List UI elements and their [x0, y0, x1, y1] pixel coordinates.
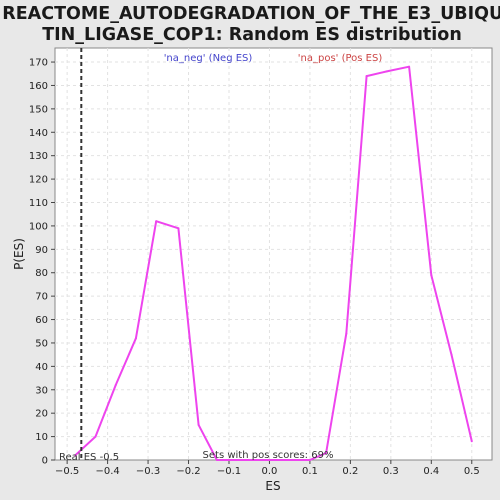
data-point	[470, 440, 473, 443]
data-point	[430, 274, 433, 277]
y-tick-label: 130	[29, 151, 48, 162]
y-tick-label: 90	[35, 245, 48, 256]
axes: 0 10 20 30 40 50 60 70 80 90 100 110 120 130 140 150 160…	[29, 58, 480, 477]
data-point	[177, 227, 180, 230]
data-point	[276, 459, 279, 461]
y-axis-label: P(ES)	[12, 238, 26, 270]
x-tick-label: 0.1	[302, 466, 318, 477]
y-tick-label: 50	[35, 338, 48, 349]
legend: 'na_neg' (Neg ES) 'na_pos' (Pos ES)	[164, 53, 383, 64]
data-point	[308, 459, 311, 461]
plot-area	[54, 47, 493, 461]
y-tick-label: 30	[35, 385, 48, 396]
y-tick-label: 0	[42, 456, 48, 467]
data-point	[155, 220, 158, 223]
pos-scores-annotation: Sets with pos scores: 69%	[203, 450, 334, 461]
y-tick-label: 70	[35, 292, 48, 303]
data-point	[94, 435, 97, 438]
x-tick-label: −0.2	[176, 466, 200, 477]
y-tick-label: 120	[29, 175, 48, 186]
data-point	[408, 65, 411, 68]
data-point	[134, 337, 137, 340]
x-tick-label: −0.1	[217, 466, 241, 477]
data-point	[215, 459, 218, 461]
y-tick-label: 110	[29, 198, 48, 209]
y-tick-label: 160	[29, 81, 48, 92]
y-tick-label: 40	[35, 362, 48, 373]
y-tick-label: 140	[29, 128, 48, 139]
x-tick-label: 0.0	[262, 466, 278, 477]
y-tick-label: 10	[35, 432, 48, 443]
data-point	[325, 451, 328, 454]
y-tick-label: 100	[29, 221, 48, 232]
x-tick-label: −0.4	[95, 466, 119, 477]
data-point	[74, 454, 77, 457]
y-tick-label: 170	[29, 58, 48, 69]
x-tick-label: 0.2	[342, 466, 358, 477]
data-point	[345, 332, 348, 335]
grid	[55, 48, 492, 460]
series-layer	[74, 48, 473, 461]
real-es-annotation: Real ES -0.5	[59, 452, 119, 463]
data-point	[450, 353, 453, 356]
x-tick-label: 0.3	[383, 466, 399, 477]
data-point	[114, 384, 117, 387]
legend-pos-es: 'na_pos' (Pos ES)	[298, 53, 383, 64]
x-axis-label: ES	[265, 479, 280, 493]
legend-neg-es: 'na_neg' (Neg ES)	[164, 53, 253, 64]
data-point	[385, 70, 388, 73]
chart-title-line-2: TIN_LIGASE_COP1: Random ES distribution	[42, 25, 462, 45]
x-tick-label: 0.4	[423, 466, 439, 477]
y-tick-label: 80	[35, 268, 48, 279]
chart-title: REACTOME_AUTODEGRADATION_OF_THE_E3_UBIQU…	[2, 4, 500, 45]
y-tick-label: 150	[29, 104, 48, 115]
x-tick-label: −0.5	[55, 466, 79, 477]
y-tick-label: 20	[35, 409, 48, 420]
data-point	[197, 423, 200, 426]
data-point	[365, 75, 368, 78]
x-tick-label: −0.3	[136, 466, 160, 477]
chart-title-line-1: REACTOME_AUTODEGRADATION_OF_THE_E3_UBIQU…	[2, 4, 500, 24]
data-point	[236, 459, 239, 461]
data-point	[296, 459, 299, 461]
x-tick-label: 0.5	[464, 466, 480, 477]
data-point	[256, 459, 259, 461]
y-tick-label: 60	[35, 315, 48, 326]
